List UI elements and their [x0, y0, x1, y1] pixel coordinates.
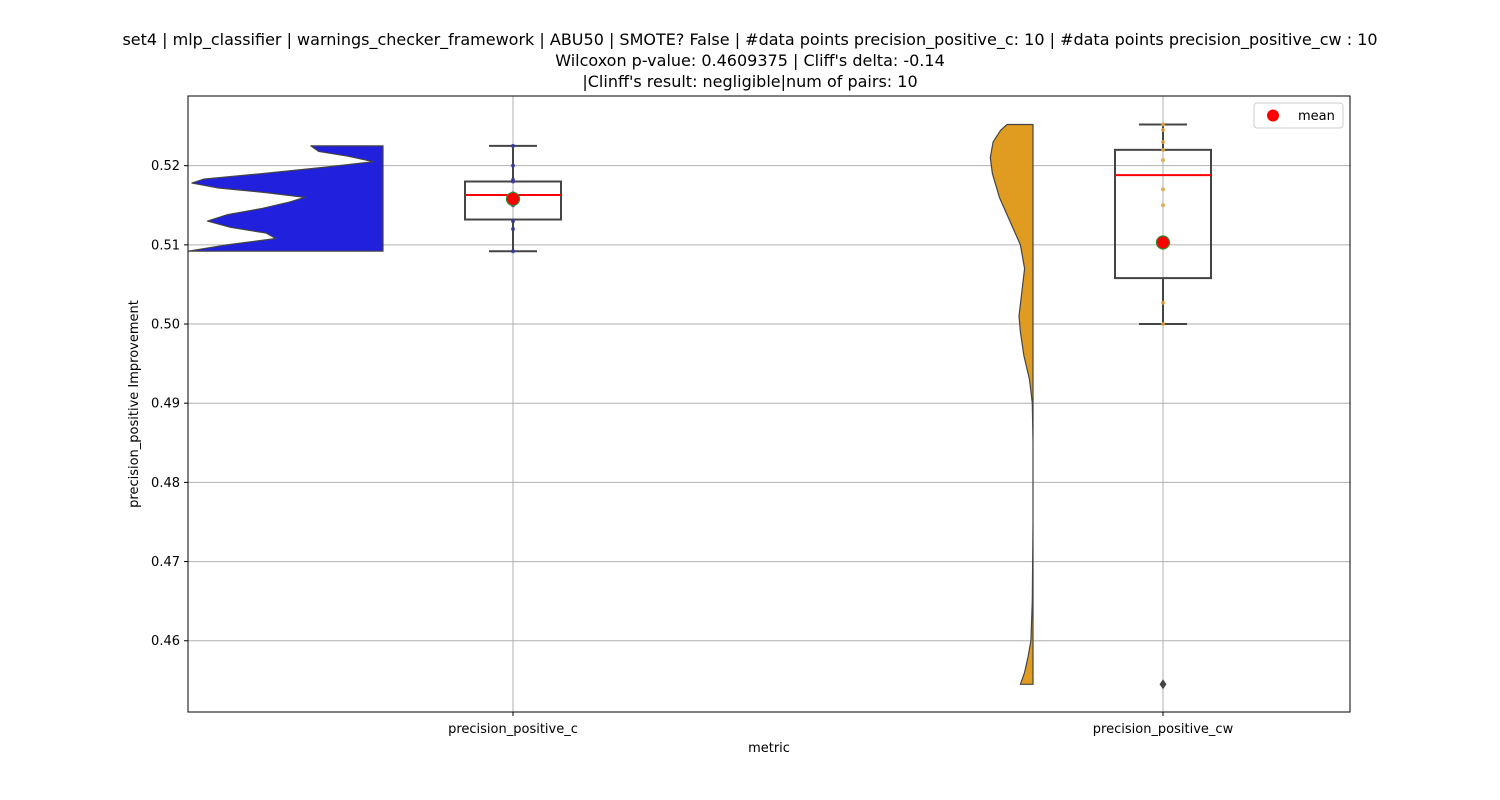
mean-marker — [1155, 235, 1171, 250]
y-tick-label: 0.49 — [151, 397, 180, 412]
data-point — [1161, 147, 1165, 152]
y-tick-label: 0.46 — [151, 634, 180, 649]
data-point — [1161, 158, 1165, 163]
points-layer — [505, 122, 1171, 690]
violin-precision_positive_c — [188, 145, 384, 252]
y-axis-label: precision_positive Improvement — [127, 300, 142, 508]
y-tick-label: 0.52 — [151, 159, 180, 174]
chart-title-line-2: Wilcoxon p-value: 0.4609375 | Cliff's de… — [555, 51, 945, 70]
violin-layer — [188, 123, 1034, 685]
legend-mean-label: mean — [1298, 109, 1335, 124]
legend: mean — [1253, 102, 1344, 129]
legend-frame — [1253, 102, 1344, 129]
axes-layer: 0.46 0.47 0.48 0.49 0.50 0.51 0.52 precision_po… — [127, 95, 1351, 756]
x-tick-label: precision_positive_cw — [1093, 722, 1234, 737]
y-tick-label: 0.47 — [151, 555, 180, 570]
plot-frame — [187, 95, 1351, 713]
data-point — [511, 227, 515, 232]
data-point — [511, 143, 515, 148]
y-tick-label: 0.48 — [151, 476, 180, 491]
legend-mean-marker — [1267, 109, 1279, 122]
data-point — [1161, 300, 1165, 305]
data-point — [1161, 128, 1165, 133]
y-tick-label: 0.50 — [151, 318, 180, 333]
x-axis-label: metric — [748, 741, 790, 756]
y-tick-label: 0.51 — [151, 238, 180, 253]
data-point — [1161, 187, 1165, 192]
x-tick-label: precision_positive_c — [448, 722, 578, 737]
data-point — [1161, 122, 1165, 127]
data-point — [1161, 322, 1165, 327]
data-point — [511, 163, 515, 168]
box-layer — [464, 123, 1212, 326]
data-point — [511, 177, 515, 182]
violin-precision_positive_cw — [989, 123, 1034, 685]
mean-marker — [505, 191, 521, 207]
data-point — [511, 249, 515, 254]
data-point — [511, 219, 515, 224]
data-point — [1161, 203, 1165, 208]
chart-title-line-3: |Clinff's result: negligible|num of pair… — [582, 72, 918, 91]
chart-title-line-1: set4 | mlp_classifier | warnings_checker… — [122, 30, 1378, 49]
outlier-point — [1159, 679, 1167, 690]
data-point — [1161, 139, 1165, 144]
